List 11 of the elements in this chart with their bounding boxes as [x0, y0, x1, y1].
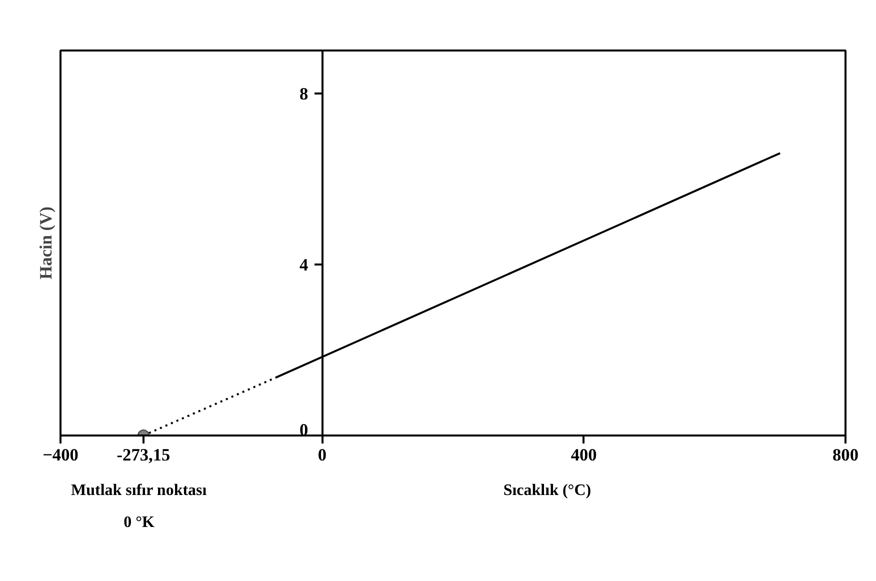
- y-axis-title: Hacin (V): [36, 206, 56, 280]
- x-tick-label: -273,15: [116, 446, 171, 464]
- x-tick-label: 400: [570, 446, 597, 464]
- x-tick-label: 0: [318, 446, 327, 464]
- text: 0 °K: [124, 514, 155, 531]
- y-tick-label: 4: [300, 255, 309, 274]
- x-tick-label: 800: [832, 446, 859, 464]
- y-tick-label: 8: [300, 84, 309, 104]
- x-tick-label: −400: [42, 446, 78, 464]
- x-axis-title: Sıcaklık (°C): [503, 482, 592, 499]
- text: Mutlak sıfır noktası: [70, 482, 208, 499]
